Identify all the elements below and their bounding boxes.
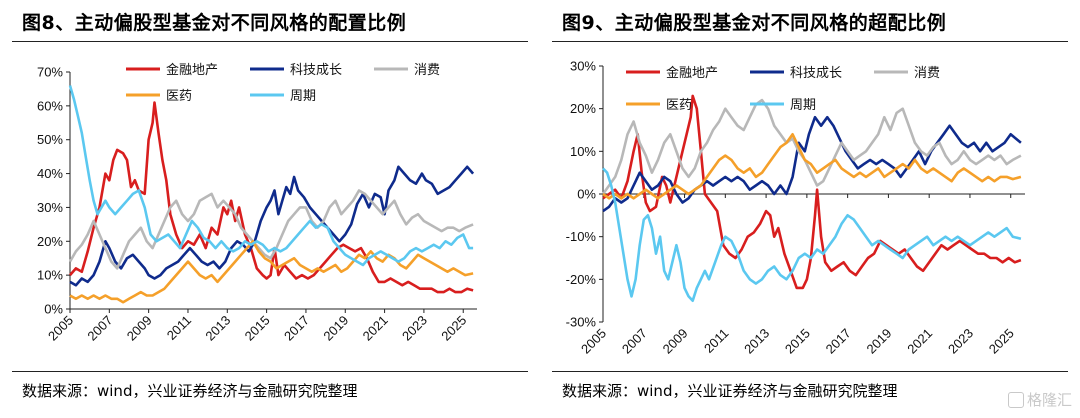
y-tick-label: 70% <box>37 65 63 80</box>
overweight-ratio-chart: -30% -20% -10% 0% 10% 20% 30% 2005 2007 2009 2011 2… <box>566 59 1025 357</box>
x-tick-label: 2011 <box>701 326 731 356</box>
legend-label-finance_realestate: 金融地产 <box>166 62 218 78</box>
legend-label-finance_realestate: 金融地产 <box>666 65 718 81</box>
source-note: 数据来源：wind，兴业证券经济与金融研究院整理 <box>562 382 898 400</box>
y-tick-label: 10% <box>37 268 63 283</box>
y-tick-label: -30% <box>566 315 597 330</box>
x-tick-label: 2015 <box>242 313 273 344</box>
x-tick-label: 2019 <box>320 313 351 344</box>
watermark: 格隆汇 <box>1007 389 1072 410</box>
x-tick-label: 2013 <box>741 326 772 357</box>
x-tick-label: 2013 <box>202 313 233 344</box>
series-line-cyclical <box>602 167 1022 302</box>
x-tick-label: 2021 <box>904 326 935 357</box>
y-tick-label: 50% <box>37 132 63 147</box>
gelonghui-logo-icon <box>1007 391 1024 408</box>
series-line-medical <box>602 133 1022 200</box>
y-tick-label: 10% <box>570 144 596 159</box>
series-line-finance_realestate <box>602 94 1022 290</box>
overweight-ratio-panel: 图9、主动偏股型基金对不同风格的超配比例 -30% -20% -10% 0% 10% 20… <box>540 0 1080 418</box>
x-tick-label: 2015 <box>782 326 813 357</box>
series-line-cyclical <box>68 85 474 267</box>
x-tick-label: 2007 <box>619 326 650 357</box>
legend-label-medical: 医药 <box>166 89 192 104</box>
x-tick-label: 2025 <box>986 326 1017 357</box>
y-tick-label: 0% <box>577 187 596 202</box>
y-tick-label: -20% <box>566 272 597 287</box>
series-line-tech_growth <box>69 165 475 287</box>
title-rule <box>12 41 528 42</box>
series-line-tech_growth <box>602 115 1022 213</box>
legend-label-tech_growth: 科技成长 <box>790 66 842 81</box>
x-tick-label: 2009 <box>124 313 155 344</box>
title-rule <box>552 41 1068 42</box>
x-tick-label: 2007 <box>84 313 115 344</box>
x-tick-label: 2021 <box>360 313 391 344</box>
y-tick-label: -10% <box>566 229 597 244</box>
y-tick-label: 0% <box>44 302 63 317</box>
y-tick-label: 20% <box>37 234 63 249</box>
y-tick-label: 40% <box>37 166 63 181</box>
chart-title: 图9、主动偏股型基金对不同风格的超配比例 <box>562 12 947 34</box>
y-tick-label: 30% <box>37 200 63 215</box>
legend-label-cyclical: 周期 <box>790 98 816 113</box>
legend-label-medical: 医药 <box>666 98 692 113</box>
series-line-finance_realestate <box>69 101 474 294</box>
x-tick-label: 2011 <box>164 313 194 343</box>
source-note: 数据来源：wind，兴业证券经济与金融研究院整理 <box>22 382 358 400</box>
legend-label-tech_growth: 科技成长 <box>290 63 342 78</box>
legend-label-consumer: 消费 <box>914 66 940 81</box>
x-tick-label: 2009 <box>660 326 691 357</box>
x-tick-label: 2017 <box>281 313 312 344</box>
x-tick-label: 2005 <box>578 326 609 357</box>
allocation-ratio-panel: 图8、主动偏股型基金对不同风格的配置比例 0% 10% 20% 30% 40% 50% 60… <box>12 12 528 400</box>
source-rule <box>552 371 1068 372</box>
y-tick-label: 20% <box>570 101 596 116</box>
x-tick-label: 2025 <box>438 313 469 344</box>
y-tick-label: 30% <box>570 59 596 74</box>
series-line-consumer <box>68 189 474 270</box>
x-tick-label: 2017 <box>823 326 854 357</box>
source-rule <box>12 371 528 372</box>
chart-title: 图8、主动偏股型基金对不同风格的配置比例 <box>22 12 407 34</box>
x-tick-label: 2005 <box>45 313 76 344</box>
series-line-consumer <box>601 98 1022 195</box>
allocation-ratio-chart: 0% 10% 20% 30% 40% 50% 60% 70% 2005 2007 2009 2011 2… <box>37 62 477 344</box>
x-tick-label: 2023 <box>945 326 976 357</box>
legend-label-consumer: 消费 <box>414 63 440 78</box>
y-tick-label: 60% <box>37 98 63 113</box>
watermark-text: 格隆汇 <box>1026 391 1072 409</box>
x-tick-label: 2019 <box>863 326 894 357</box>
x-tick-label: 2023 <box>399 313 430 344</box>
legend-label-cyclical: 周期 <box>290 89 316 104</box>
series-line-medical <box>69 240 474 304</box>
